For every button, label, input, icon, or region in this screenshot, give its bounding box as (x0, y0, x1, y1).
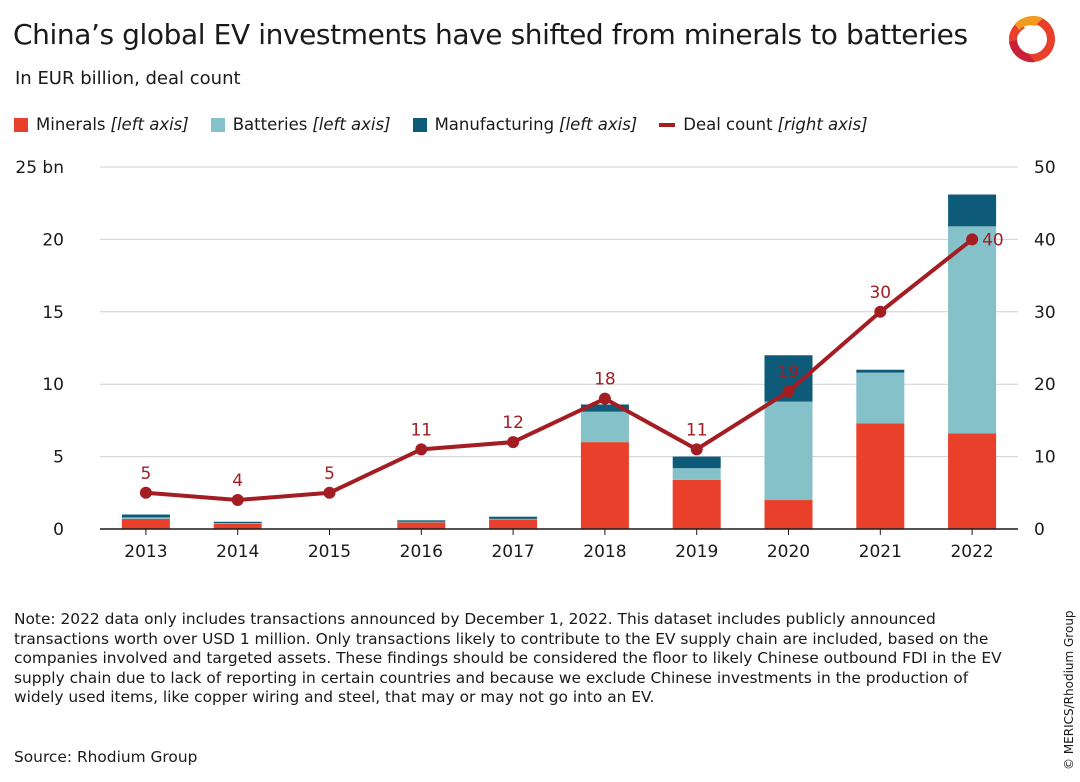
bar-manufacturing-2013 (121, 514, 170, 518)
deal-count-point-2020 (782, 385, 795, 398)
legend-swatch-deal-count (659, 122, 676, 127)
x-tick-label: 2018 (583, 542, 626, 562)
y-left-tick-label: 5 (53, 448, 64, 468)
x-tick-label: 2019 (675, 542, 718, 562)
legend-swatch-manufacturing (412, 117, 427, 132)
bar-minerals-2013 (121, 518, 170, 529)
deal-count-point-2013 (139, 486, 152, 499)
bar-batteries-2018 (580, 411, 629, 443)
legend-swatch-batteries (210, 117, 225, 132)
deal-count-line (145, 237, 974, 503)
legend-label: Batteries (232, 115, 308, 134)
deal-count-point-2021 (874, 305, 887, 318)
y-left-tick-label: 10 (42, 375, 64, 395)
bar-minerals-2018 (580, 442, 629, 529)
y-right-tick-label: 30 (1034, 303, 1056, 323)
legend-label: Manufacturing (434, 115, 555, 134)
deal-count-point-2014 (231, 494, 244, 507)
bar-manufacturing-2017 (489, 516, 538, 519)
deal-count-point-2022 (966, 233, 979, 246)
legend-item-deal-count: Deal count [right axis] (659, 115, 868, 134)
y-left-tick-label: 15 (42, 303, 64, 323)
deal-count-label: 5 (140, 464, 151, 484)
bar-batteries-2016 (397, 521, 446, 523)
legend-label: Minerals (36, 115, 106, 134)
deal-count-label: 11 (686, 420, 708, 440)
deal-count-point-2017 (507, 436, 520, 449)
legend-item-batteries: Batteries [left axis] (210, 115, 391, 134)
deal-count-label: 4 (232, 471, 243, 491)
merics-logo-icon (1009, 16, 1055, 63)
chart-plot: 0 5 10 15 20 25 bn 0 10 20 30 40 50 2013 2014 2015 2016… (15, 158, 1056, 562)
chart-subtitle: In EUR billion, deal count (15, 68, 241, 89)
y-left-tick-label: 25 bn (15, 158, 64, 178)
legend-item-manufacturing: Manufacturing [left axis] (412, 115, 638, 134)
deal-count-label: 11 (410, 420, 432, 440)
legend-axis-note: [right axis] (777, 115, 868, 134)
bar-batteries-2020 (764, 401, 813, 501)
legend-axis-note: [left axis] (110, 115, 189, 134)
y-right-tick-label: 40 (1034, 230, 1056, 250)
deal-count-point-2018 (598, 392, 611, 405)
bar-minerals-2020 (764, 500, 813, 529)
x-tick-label: 2013 (124, 542, 167, 562)
footnote: Note: 2022 data only includes transactio… (14, 610, 1002, 707)
deal-count-label: 18 (594, 370, 616, 390)
deal-count-label: 19 (778, 362, 800, 382)
x-tick-label: 2022 (950, 542, 993, 562)
source-line: Source: Rhodium Group (14, 748, 198, 766)
y-left-tick-label: 20 (42, 230, 64, 250)
bar-manufacturing-2018 (580, 404, 629, 412)
bar-minerals-2022 (948, 433, 997, 529)
bar-manufacturing-2014 (213, 521, 262, 524)
bar-manufacturing-2021 (856, 369, 905, 373)
deal-count-point-2015 (323, 486, 336, 499)
x-tick-label: 2016 (400, 542, 443, 562)
chart-legend: Minerals [left axis] Batteries [left axi… (14, 115, 890, 134)
deal-count-label: 40 (982, 230, 1004, 250)
copyright: © MERICS/Rhodium Group (1062, 610, 1076, 770)
y-right-tick-label: 50 (1034, 158, 1056, 178)
legend-label: Deal count (683, 115, 773, 134)
bar-manufacturing-2016 (397, 520, 446, 522)
deal-count-point-2016 (415, 443, 428, 456)
deal-count-label: 12 (502, 413, 524, 433)
bar-batteries-2019 (672, 468, 721, 480)
deal-count-label: 30 (869, 283, 891, 303)
legend-axis-note: [left axis] (559, 115, 638, 134)
bar-manufacturing-2022 (948, 194, 997, 227)
bar-minerals-2017 (489, 519, 538, 529)
x-tick-label: 2014 (216, 542, 259, 562)
y-left-tick-label: 0 (53, 520, 64, 540)
y-right-tick-label: 20 (1034, 375, 1056, 395)
x-tick-label: 2015 (308, 542, 351, 562)
bar-batteries-2022 (948, 226, 997, 434)
deal-count-label: 5 (324, 464, 335, 484)
bar-minerals-2016 (397, 522, 446, 529)
legend-axis-note: [left axis] (312, 115, 391, 134)
bar-minerals-2021 (856, 423, 905, 529)
legend-item-minerals: Minerals [left axis] (14, 115, 189, 134)
x-tick-label: 2020 (767, 542, 810, 562)
y-right-tick-label: 0 (1034, 520, 1045, 540)
x-tick-label: 2021 (859, 542, 902, 562)
bar-batteries-2021 (856, 372, 905, 424)
chart-title: China’s global EV investments have shift… (13, 18, 968, 51)
bar-batteries-2013 (121, 517, 170, 519)
legend-swatch-minerals (14, 117, 28, 132)
bar-minerals-2014 (213, 523, 262, 529)
bar-minerals-2019 (672, 479, 721, 529)
bar-batteries-2017 (489, 518, 538, 520)
bar-manufacturing-2019 (672, 456, 721, 469)
deal-count-point-2019 (690, 443, 703, 456)
bar-batteries-2014 (213, 523, 262, 524)
y-right-tick-label: 10 (1034, 448, 1056, 468)
x-tick-label: 2017 (491, 542, 534, 562)
